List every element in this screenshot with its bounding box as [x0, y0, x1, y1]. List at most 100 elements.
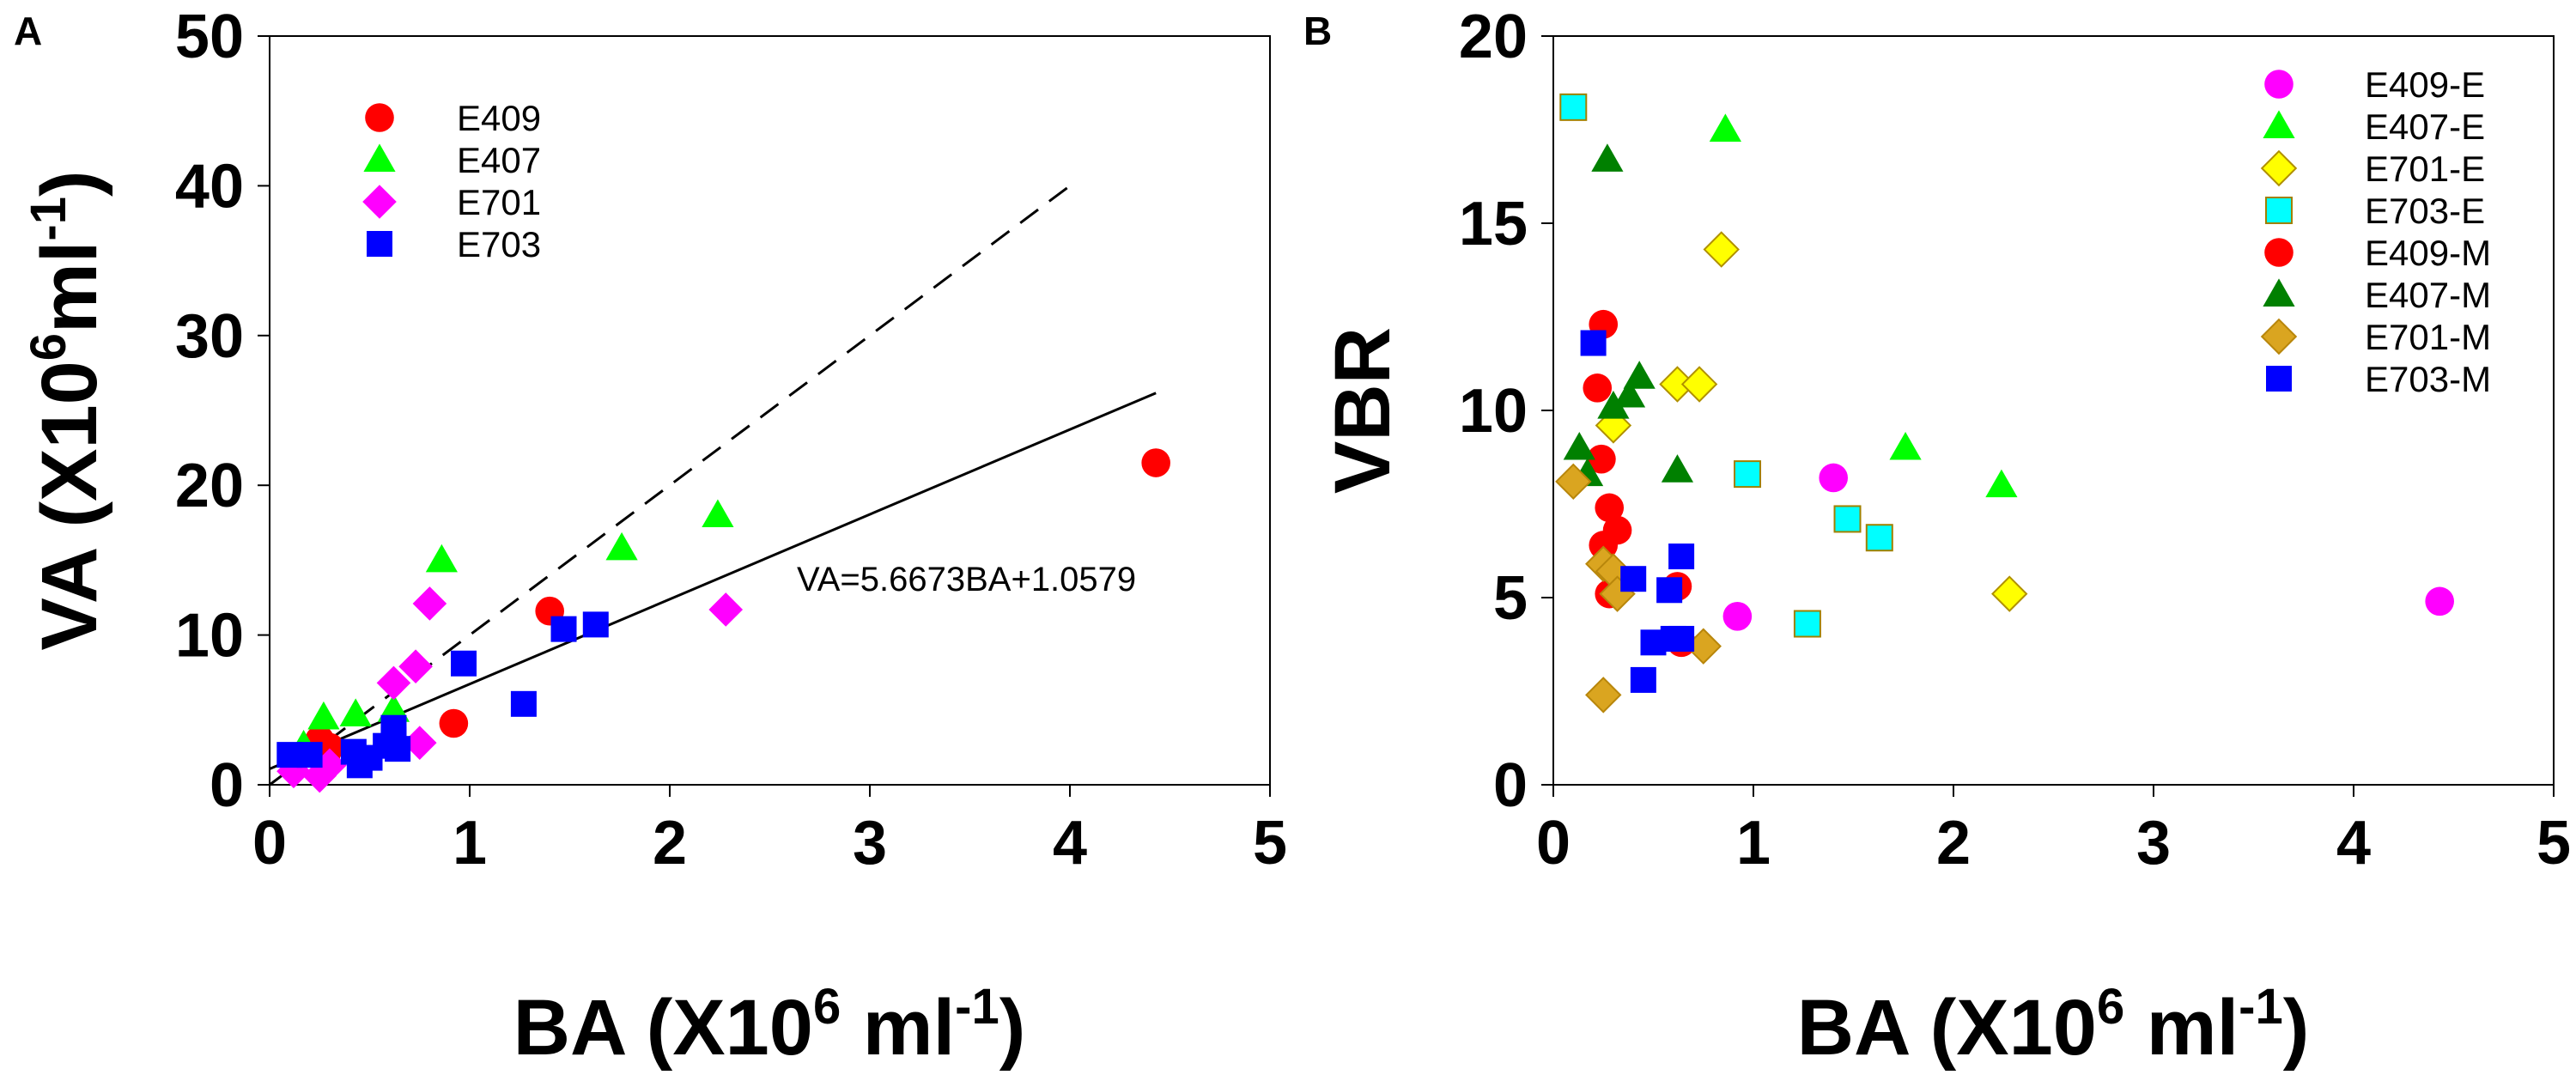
point-e703: [451, 650, 477, 677]
legend-label-e703-m: E703-M: [2365, 359, 2491, 399]
point-e703-m: [1620, 566, 1647, 592]
legend-label-e407: E407: [457, 140, 541, 180]
point-e701-e: [1703, 231, 1740, 268]
point-e703-e: [1865, 524, 1893, 552]
panel-b-y-tick-label: 15: [1459, 190, 1528, 258]
point-e701: [402, 726, 437, 760]
panel-a-xlabel-sup2: -1: [955, 979, 999, 1035]
panel-a-ylabel-end: ): [26, 170, 113, 197]
legend-marker-e701-e: [2260, 149, 2298, 187]
legend-label-e409-e: E409-E: [2365, 64, 2485, 105]
point-e407-m: [1661, 454, 1694, 483]
panel-b-x-tick-label: 1: [1736, 809, 1771, 878]
point-e701: [376, 665, 411, 701]
panel-a-plot-frame: [269, 35, 1271, 786]
point-e409-e: [2425, 586, 2454, 616]
legend-label-e409-m: E409-M: [2365, 233, 2491, 273]
point-e407: [339, 698, 372, 726]
panel-a-y-tick-label: 30: [175, 302, 244, 371]
point-e409-m: [1583, 373, 1613, 403]
point-e407-m: [1623, 361, 1656, 389]
panel-b-x-tick-label: 0: [1536, 809, 1571, 878]
panel-b-x-axis-title: BA (X106 ml-1): [1797, 979, 2310, 1072]
point-e407: [307, 701, 340, 730]
panel-b-legend: E409-EE407-EE701-EE703-EE409-ME407-ME701…: [2260, 64, 2491, 399]
panel-a-y-tick-label: 20: [175, 452, 244, 520]
panel-b-x-tick-label: 3: [2136, 809, 2171, 878]
panel-b-xlabel-end: ): [2283, 984, 2310, 1072]
point-e701: [708, 592, 744, 627]
panel-a-ylabel-sup2: -1: [21, 197, 76, 241]
point-e701-e: [1680, 366, 1718, 403]
panel-a-ylabel-part2: ml: [26, 241, 113, 333]
regression-line: [269, 392, 1157, 770]
panel-b-x-tick-label: 2: [1936, 809, 1971, 878]
panel-b-xlabel-part2: ml: [2124, 984, 2239, 1072]
panel-b-x-tick-label: 5: [2537, 809, 2571, 878]
panel-b-y-tick-label: 0: [1493, 751, 1528, 820]
panel-a-xlabel-end: ): [999, 984, 1026, 1072]
panel-b-y-tick-label: 5: [1493, 564, 1528, 633]
point-e407-m: [1613, 379, 1646, 408]
panel-a-y-tick-label: 10: [175, 602, 244, 671]
panel-a-points: [276, 448, 1170, 793]
point-e703: [550, 616, 577, 642]
point-e409-m: [1595, 493, 1625, 523]
point-e703-m: [1668, 625, 1695, 652]
panel-b-ticks: 0 1 2 3 4 5 0 5 10 15 20: [1459, 3, 2571, 878]
panel-a-x-tick-label: 4: [1053, 809, 1087, 878]
legend-label-e703: E703: [457, 224, 541, 264]
point-e703-m: [1656, 577, 1683, 604]
legend-label-e703-e: E703-E: [2365, 191, 2485, 231]
point-e701: [412, 586, 447, 621]
legend-marker-e407: [363, 143, 396, 172]
legend-marker-e409: [365, 103, 394, 132]
panel-b-xlabel-sup: 6: [2097, 979, 2124, 1035]
legend-marker-e407-m: [2263, 278, 2295, 307]
point-e701-m: [1555, 463, 1592, 501]
point-e703-m: [1580, 330, 1607, 356]
point-e409-e: [1819, 463, 1848, 493]
panel-b-x-tick-label: 4: [2336, 809, 2371, 878]
point-e703: [340, 738, 367, 765]
panel-b-y-axis-title: VBR: [1319, 327, 1406, 494]
legend-marker-e703: [367, 231, 392, 257]
point-e701: [302, 758, 337, 793]
point-e703: [385, 736, 411, 762]
legend-marker-e409-m: [2264, 238, 2293, 267]
panel-a-xlabel-part2: ml: [841, 984, 955, 1072]
panel-a-x-tick-label: 5: [1253, 809, 1287, 878]
legend-marker-e407-e: [2263, 110, 2295, 138]
point-e407-m: [1563, 432, 1595, 460]
panel-a-xlabel-part1: BA (X10: [513, 984, 813, 1072]
point-e703-e: [1793, 610, 1821, 638]
panel-a-x-tick-label: 2: [653, 809, 687, 878]
point-e409-m: [1587, 444, 1616, 474]
point-e407-e: [1985, 469, 2018, 498]
point-e409: [439, 708, 469, 738]
panel-b-points: [1555, 93, 2454, 714]
panel-a-letter: A: [14, 9, 42, 53]
point-e407: [702, 499, 734, 528]
reference-dashed-line: [269, 185, 1071, 786]
panel-a-y-tick-label: 0: [210, 751, 244, 820]
legend-label-e701-m: E701-M: [2365, 317, 2491, 357]
panel-a-y-tick-label: 50: [175, 3, 244, 71]
legend-label-e409: E409: [457, 98, 541, 138]
point-e409-m: [1589, 531, 1619, 560]
regression-equation: VA=5.6673BA+1.0579: [797, 561, 1136, 598]
point-e701: [313, 748, 347, 783]
panel-a-x-tick-label: 1: [453, 809, 487, 878]
point-e407: [605, 531, 638, 561]
panel-b-y-tick-label: 10: [1459, 377, 1528, 446]
panel-a-y-tick-label: 40: [175, 152, 244, 221]
point-e409: [1141, 448, 1170, 477]
point-e407-e: [1889, 432, 1922, 460]
point-e701: [398, 649, 433, 684]
point-e701-e: [1991, 575, 2028, 612]
point-e703-e: [1833, 505, 1862, 533]
